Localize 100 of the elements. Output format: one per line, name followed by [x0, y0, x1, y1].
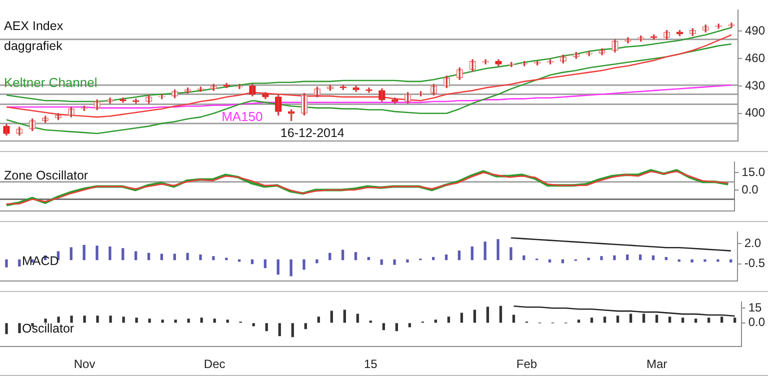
text: Oscillator	[22, 321, 74, 336]
bar	[408, 323, 412, 328]
bar	[561, 259, 564, 264]
bar	[278, 323, 281, 336]
x-tick-label: Dec	[204, 357, 226, 372]
bar	[600, 256, 603, 260]
bar	[148, 318, 151, 323]
text: daggrafiek	[4, 39, 64, 53]
bar	[199, 254, 202, 260]
bar	[276, 259, 280, 275]
bar	[704, 259, 706, 262]
bar	[343, 310, 346, 323]
x-tick-label: Mar	[646, 357, 668, 372]
bar	[470, 246, 474, 260]
y-tick-label: 430	[744, 78, 766, 92]
bar	[18, 323, 21, 334]
bar	[629, 314, 632, 323]
bar	[250, 259, 254, 264]
bar	[367, 256, 370, 260]
bar	[587, 258, 590, 260]
bar	[720, 316, 724, 323]
text: MACD	[22, 254, 59, 268]
annotation: 16-12-2014	[280, 126, 344, 140]
bar	[96, 246, 98, 260]
bar	[393, 259, 396, 265]
bar	[264, 259, 267, 268]
bar	[44, 318, 47, 323]
x-tick-label: Feb	[516, 357, 538, 372]
bar	[444, 254, 448, 260]
bar	[655, 314, 658, 323]
bar	[577, 320, 580, 323]
x-tick-label: Nov	[74, 357, 96, 372]
bar	[109, 316, 112, 323]
y-tick-label: 400	[744, 106, 766, 120]
y-tick-label: 0.0	[742, 182, 759, 196]
bar	[458, 250, 461, 260]
bar	[291, 323, 294, 338]
bar	[382, 323, 385, 330]
bar	[317, 316, 320, 323]
bar	[122, 248, 124, 260]
bar	[354, 252, 358, 260]
series-label: Keltner Channel	[4, 75, 98, 90]
bar	[432, 256, 435, 260]
bar	[590, 318, 594, 323]
bar	[522, 255, 526, 260]
bar	[31, 323, 34, 326]
y-tick-label: -0.5	[744, 256, 766, 270]
bar	[694, 318, 698, 323]
bar	[395, 323, 398, 332]
bar	[447, 316, 450, 323]
bar	[486, 306, 490, 323]
y-tick-label: 15	[748, 300, 762, 314]
bar	[356, 314, 359, 323]
bar	[668, 316, 672, 323]
bar	[70, 247, 72, 260]
bar	[626, 254, 629, 260]
bar	[616, 316, 620, 323]
bar	[496, 239, 500, 260]
y-tick-label: 15.0	[742, 164, 766, 179]
bar	[681, 318, 684, 323]
candlestick	[288, 109, 295, 122]
candlestick	[223, 82, 230, 88]
bar	[213, 318, 216, 323]
series-label: MA150	[222, 109, 263, 124]
bar	[200, 318, 203, 323]
bar	[147, 252, 150, 260]
bar	[82, 244, 86, 260]
bar	[460, 312, 464, 323]
bar	[512, 314, 516, 323]
bar	[302, 259, 306, 270]
bar	[330, 310, 333, 323]
text: AEX Index	[4, 19, 64, 33]
bar	[664, 256, 668, 260]
bar	[5, 259, 8, 268]
bar	[174, 320, 177, 323]
bar	[642, 314, 646, 323]
bar	[5, 323, 8, 334]
bar	[707, 318, 710, 323]
bar	[499, 306, 502, 323]
candlestick	[132, 98, 140, 104]
y-tick-label: 2.0	[744, 236, 762, 250]
bar	[252, 323, 255, 326]
bar	[406, 259, 409, 262]
bar	[83, 316, 86, 323]
bar	[341, 250, 344, 260]
bar	[638, 254, 642, 260]
bar	[473, 310, 476, 323]
bar	[690, 259, 694, 262]
bar	[613, 255, 616, 260]
bar	[212, 256, 215, 260]
bar	[108, 246, 112, 260]
y-tick-label: 490	[744, 24, 766, 38]
bar	[603, 316, 606, 323]
bar	[316, 259, 318, 264]
bar	[304, 323, 307, 330]
bar	[484, 242, 486, 260]
bar	[290, 259, 292, 276]
y-tick-label: 460	[744, 50, 766, 65]
bar	[122, 316, 125, 323]
bar	[380, 259, 383, 265]
